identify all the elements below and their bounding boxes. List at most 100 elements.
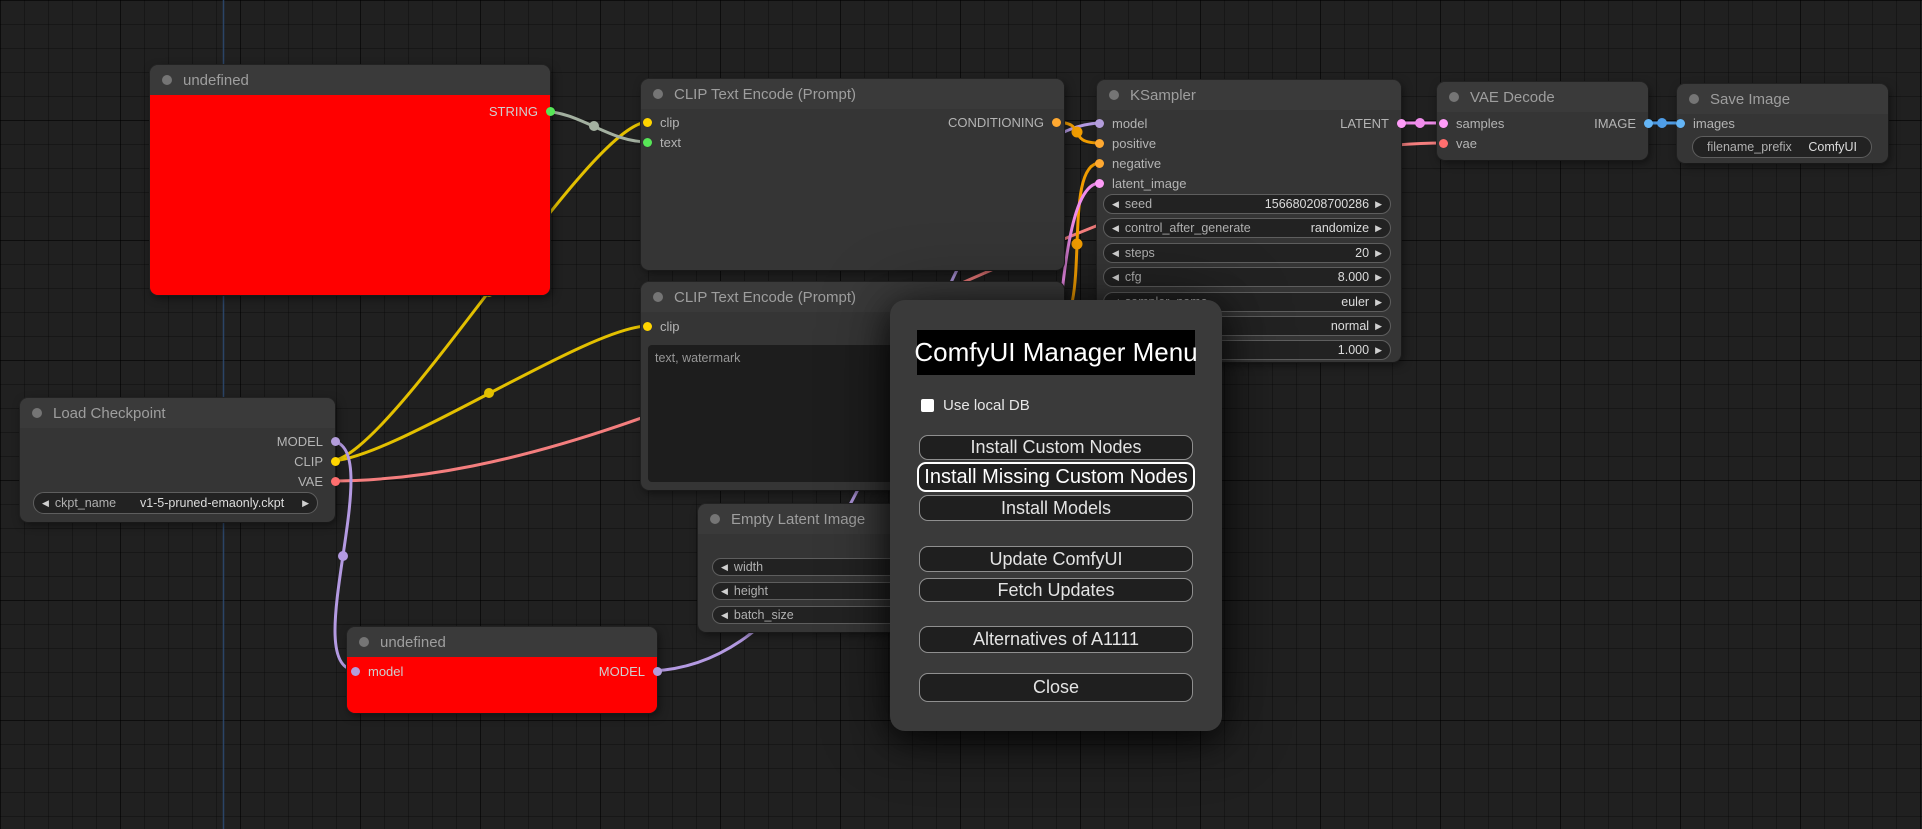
- node-body: STRING: [150, 95, 555, 295]
- node-collapse-dot[interactable]: [710, 514, 720, 524]
- widget-value: ComfyUI: [1808, 140, 1857, 154]
- decrement-arrow-icon[interactable]: ◀: [721, 585, 728, 596]
- decrement-arrow-icon[interactable]: ◀: [1112, 247, 1119, 258]
- model-output-port[interactable]: [331, 436, 340, 446]
- seed-widget[interactable]: ◀ seed 156680208700286 ▶: [1103, 194, 1391, 214]
- node-body: images filename_prefix ComfyUI: [1676, 114, 1888, 163]
- node-body: clip CONDITIONING text: [641, 109, 1064, 270]
- clip-output-port[interactable]: [331, 456, 340, 466]
- string-output-port[interactable]: [546, 106, 555, 116]
- update-comfyui-button[interactable]: Update ComfyUI: [919, 546, 1193, 572]
- node-title: Empty Latent Image: [731, 510, 866, 528]
- decrement-arrow-icon[interactable]: ◀: [1112, 222, 1119, 233]
- node-save-image[interactable]: Save Image images filename_prefix ComfyU…: [1676, 84, 1888, 163]
- text-input-port[interactable]: [643, 137, 652, 147]
- decrement-arrow-icon[interactable]: ◀: [721, 609, 728, 620]
- widget-label: ckpt_name: [54, 496, 117, 510]
- steps-widget[interactable]: ◀ steps 20 ▶: [1103, 243, 1391, 263]
- node-title-bar[interactable]: Save Image: [1677, 84, 1888, 114]
- install-custom-nodes-button[interactable]: Install Custom Nodes: [919, 435, 1193, 460]
- node-title-bar[interactable]: undefined: [347, 627, 657, 657]
- decrement-arrow-icon[interactable]: ◀: [721, 561, 728, 572]
- widget-value: 8.000: [1337, 270, 1370, 284]
- widget-label: width: [733, 560, 764, 574]
- control-after-generate-widget[interactable]: ◀ control_after_generate randomize ▶: [1103, 218, 1391, 238]
- port-label-model: model: [368, 663, 404, 679]
- dialog-title: ComfyUI Manager Menu: [914, 330, 1198, 375]
- image-output-port[interactable]: [1644, 118, 1653, 128]
- node-undefined-bottom[interactable]: undefined model MODEL: [347, 627, 662, 713]
- wire-dot: [1657, 118, 1667, 128]
- port-label-string: STRING: [488, 103, 538, 119]
- alternatives-of-a1111-button[interactable]: Alternatives of A1111: [919, 626, 1193, 653]
- node-collapse-dot[interactable]: [1449, 92, 1459, 102]
- latent-output-port[interactable]: [1397, 118, 1406, 128]
- widget-label: filename_prefix: [1707, 140, 1792, 154]
- clip-input-port[interactable]: [643, 117, 652, 127]
- increment-arrow-icon[interactable]: ▶: [1375, 296, 1382, 307]
- positive-input-port[interactable]: [1095, 138, 1104, 148]
- fetch-updates-button[interactable]: Fetch Updates: [919, 578, 1193, 602]
- vae-input-port[interactable]: [1439, 138, 1448, 148]
- node-collapse-dot[interactable]: [653, 292, 663, 302]
- increment-arrow-icon[interactable]: ▶: [1375, 344, 1382, 355]
- port-label-latent-image: latent_image: [1112, 175, 1187, 191]
- increment-arrow-icon[interactable]: ▶: [302, 497, 309, 508]
- node-title-bar[interactable]: VAE Decode: [1437, 82, 1648, 112]
- images-input-port[interactable]: [1676, 118, 1685, 128]
- cfg-widget[interactable]: ◀ cfg 8.000 ▶: [1103, 267, 1391, 287]
- increment-arrow-icon[interactable]: ▶: [1375, 271, 1382, 282]
- ckpt-name-widget[interactable]: ◀ ckpt_name v1-5-pruned-emaonly.ckpt ▶: [33, 492, 318, 514]
- node-title-bar[interactable]: KSampler: [1097, 80, 1401, 110]
- negative-input-port[interactable]: [1095, 158, 1104, 168]
- node-title-bar[interactable]: undefined: [150, 65, 550, 95]
- port-label-clip: clip: [660, 318, 680, 334]
- node-title-bar[interactable]: CLIP Text Encode (Prompt): [641, 79, 1064, 109]
- samples-input-port[interactable]: [1439, 118, 1448, 128]
- filename-prefix-widget[interactable]: filename_prefix ComfyUI: [1692, 136, 1872, 158]
- port-label-image: IMAGE: [1594, 115, 1636, 131]
- conditioning-output-port[interactable]: [1052, 117, 1061, 127]
- latent-image-input-port[interactable]: [1095, 178, 1104, 188]
- node-title: KSampler: [1130, 86, 1196, 104]
- model-input-port[interactable]: [1095, 118, 1104, 128]
- model-input-port[interactable]: [351, 666, 360, 676]
- widget-value: v1-5-pruned-emaonly.ckpt: [139, 496, 285, 510]
- widget-label: height: [733, 584, 768, 598]
- wire-dot: [1071, 238, 1083, 250]
- comfyui-manager-dialog: ComfyUI Manager Menu Use local DB Instal…: [890, 300, 1222, 731]
- use-local-db-row[interactable]: Use local DB: [921, 397, 1030, 414]
- use-local-db-label: Use local DB: [943, 397, 1030, 414]
- node-undefined-top[interactable]: undefined STRING: [150, 65, 555, 295]
- decrement-arrow-icon[interactable]: ◀: [42, 497, 49, 508]
- model-output-port[interactable]: [653, 666, 662, 676]
- decrement-arrow-icon[interactable]: ◀: [1112, 198, 1119, 209]
- increment-arrow-icon[interactable]: ▶: [1375, 320, 1382, 331]
- node-collapse-dot[interactable]: [653, 89, 663, 99]
- node-body: model MODEL: [347, 657, 662, 713]
- increment-arrow-icon[interactable]: ▶: [1375, 222, 1382, 233]
- decrement-arrow-icon[interactable]: ◀: [1112, 271, 1119, 282]
- increment-arrow-icon[interactable]: ▶: [1375, 198, 1382, 209]
- port-label-negative: negative: [1112, 155, 1162, 171]
- node-title-bar[interactable]: Load Checkpoint: [20, 398, 335, 428]
- increment-arrow-icon[interactable]: ▶: [1375, 247, 1382, 258]
- node-collapse-dot[interactable]: [162, 75, 172, 85]
- node-load-checkpoint[interactable]: Load Checkpoint MODEL CLIP VAE ◀ ckpt_na…: [20, 398, 340, 522]
- port-label-model: MODEL: [276, 433, 323, 449]
- node-collapse-dot[interactable]: [1689, 94, 1699, 104]
- node-collapse-dot[interactable]: [1109, 90, 1119, 100]
- widget-label: cfg: [1124, 270, 1142, 284]
- node-collapse-dot[interactable]: [32, 408, 42, 418]
- use-local-db-checkbox[interactable]: [921, 399, 934, 412]
- close-button[interactable]: Close: [919, 673, 1193, 702]
- install-models-button[interactable]: Install Models: [919, 495, 1193, 521]
- node-vae-decode[interactable]: VAE Decode samples IMAGE vae: [1437, 82, 1653, 160]
- install-missing-custom-nodes-button[interactable]: Install Missing Custom Nodes: [917, 462, 1195, 492]
- node-collapse-dot[interactable]: [359, 637, 369, 647]
- widget-value: normal: [1330, 319, 1370, 333]
- node-clip-text-encode-1[interactable]: CLIP Text Encode (Prompt) clip CONDITION…: [641, 79, 1064, 270]
- clip-input-port[interactable]: [643, 321, 652, 331]
- vae-output-port[interactable]: [331, 476, 340, 486]
